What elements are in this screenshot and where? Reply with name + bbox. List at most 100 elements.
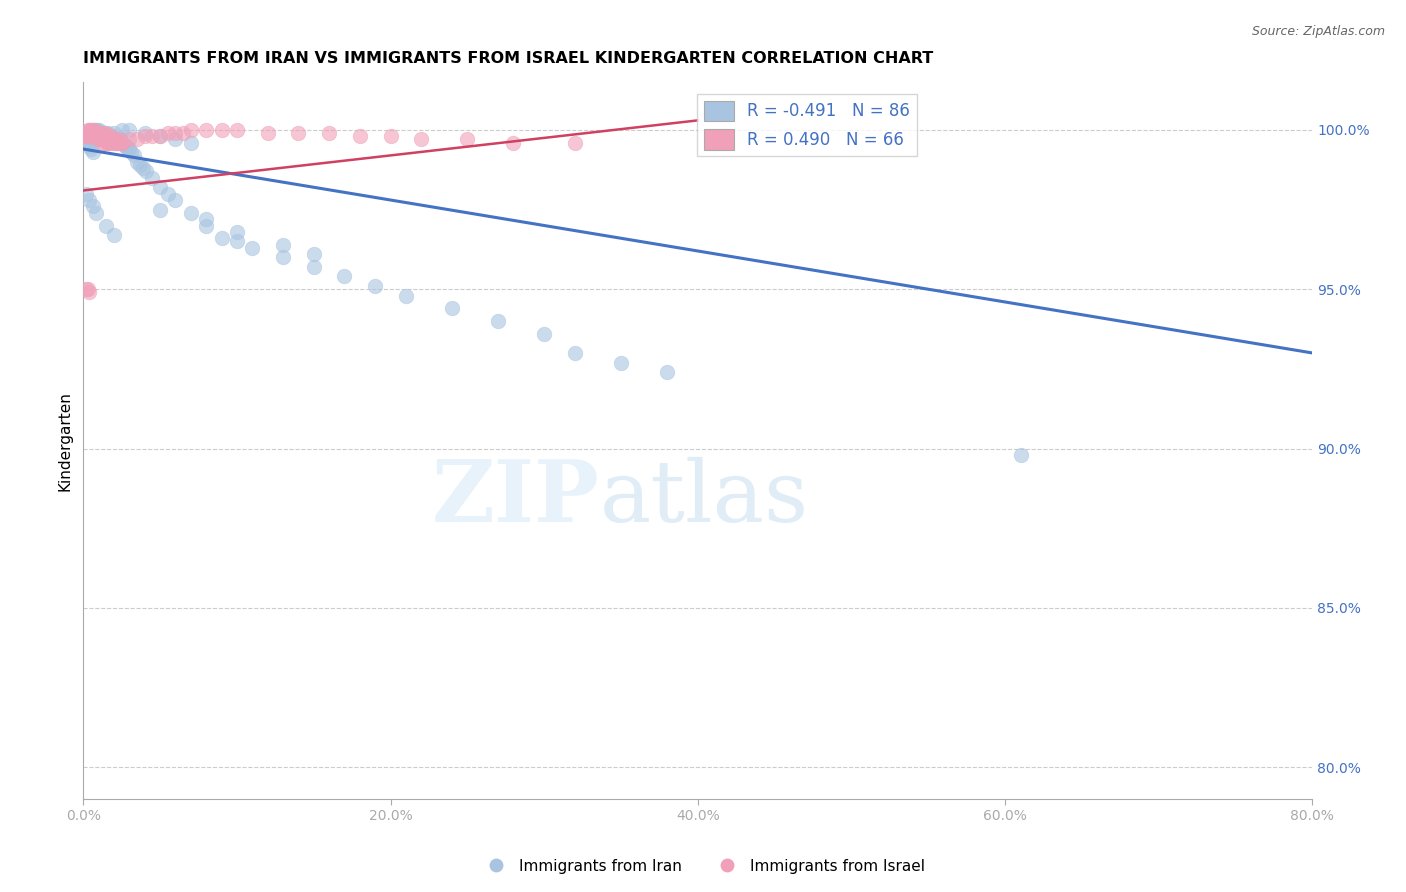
Point (73, 129, 96, 144)
Point (94, 126, 117, 140)
Point (135, 164, 157, 178)
Point (98, 129, 121, 144)
Point (75, 132, 97, 146)
Point (96, 129, 118, 144)
Point (77, 282, 100, 296)
Point (141, 170, 163, 185)
Point (564, 136, 586, 150)
Point (111, 136, 134, 150)
Point (91, 129, 114, 144)
Point (180, 123, 202, 137)
Point (111, 136, 134, 150)
Point (86, 132, 108, 146)
Point (80, 126, 103, 140)
Point (103, 136, 125, 150)
Point (75, 126, 97, 140)
Point (211, 123, 233, 137)
Point (104, 136, 127, 150)
Point (86, 126, 108, 140)
Point (107, 132, 129, 146)
Point (395, 288, 418, 302)
Point (195, 219, 218, 233)
Point (97, 136, 120, 150)
Point (134, 126, 156, 140)
Point (441, 301, 464, 316)
Point (132, 161, 155, 176)
Point (105, 136, 128, 150)
Point (90, 132, 112, 146)
Point (271, 237, 294, 252)
Point (90, 129, 112, 144)
Point (98, 132, 121, 146)
Point (149, 129, 172, 144)
Point (80, 123, 103, 137)
Point (104, 136, 127, 150)
Point (75, 129, 97, 144)
Point (86, 123, 108, 137)
Point (79, 126, 101, 140)
Point (87, 126, 110, 140)
Point (195, 212, 218, 227)
Point (84, 129, 107, 144)
Point (111, 136, 134, 150)
Point (105, 136, 128, 150)
Point (134, 129, 156, 144)
Point (82, 123, 104, 137)
Point (114, 139, 136, 153)
Point (211, 231, 233, 245)
Point (486, 314, 509, 328)
Point (77, 129, 100, 144)
Text: ZIP: ZIP (432, 456, 599, 540)
Point (456, 132, 478, 146)
Point (349, 129, 371, 144)
Point (380, 129, 402, 144)
Point (533, 326, 555, 341)
Point (118, 132, 141, 146)
Point (83, 123, 105, 137)
Point (79, 123, 101, 137)
Point (1010, 448, 1032, 462)
Point (180, 206, 202, 220)
Point (97, 126, 120, 140)
Point (97, 136, 120, 150)
Point (89, 126, 111, 140)
Point (79, 139, 101, 153)
Point (97, 132, 120, 146)
Point (165, 126, 187, 140)
Point (84, 206, 107, 220)
Point (90, 129, 112, 144)
Point (87, 129, 110, 144)
Point (101, 132, 124, 146)
Point (82, 199, 104, 213)
Point (89, 132, 111, 146)
Point (302, 247, 325, 261)
Point (111, 123, 134, 137)
Point (364, 279, 387, 293)
Point (107, 132, 129, 146)
Point (502, 136, 524, 150)
Point (103, 126, 125, 140)
Point (73, 129, 96, 144)
Point (108, 136, 131, 150)
Point (96, 219, 118, 233)
Point (77, 129, 100, 144)
Point (89, 129, 111, 144)
Y-axis label: Kindergarten: Kindergarten (58, 391, 72, 491)
Point (83, 123, 105, 137)
Point (103, 132, 125, 146)
Point (117, 142, 139, 156)
Point (87, 129, 110, 144)
Point (77, 129, 100, 144)
Point (411, 132, 433, 146)
Point (302, 260, 325, 274)
Point (226, 225, 249, 239)
Point (195, 123, 218, 137)
Point (75, 282, 97, 296)
Point (79, 193, 101, 207)
Point (82, 126, 104, 140)
Point (226, 235, 249, 249)
Point (96, 129, 118, 144)
Point (122, 148, 145, 162)
Point (87, 123, 110, 137)
Legend: R = -0.491   N = 86, R = 0.490   N = 66: R = -0.491 N = 86, R = 0.490 N = 66 (697, 94, 917, 156)
